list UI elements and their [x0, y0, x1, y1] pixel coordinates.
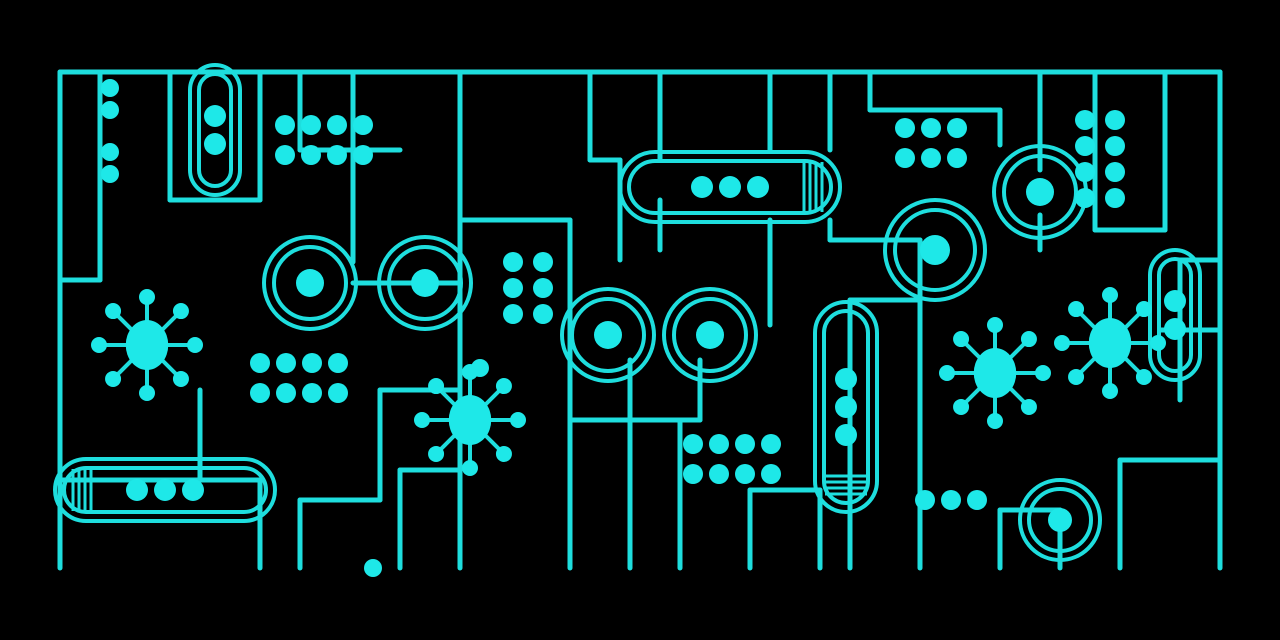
starburst-node [939, 317, 1051, 429]
dot-col [533, 252, 553, 324]
dot-stub [471, 359, 489, 377]
dot-col [503, 252, 523, 324]
starburst-node [414, 364, 526, 476]
starburst-node [91, 289, 203, 401]
dot-row [915, 490, 987, 510]
circuit-svg [0, 0, 1280, 640]
dot-row [895, 118, 967, 138]
dot-stub [364, 559, 382, 577]
starburst-node [1054, 287, 1166, 399]
dot-row [895, 148, 967, 168]
circuit-diagram [0, 0, 1280, 640]
